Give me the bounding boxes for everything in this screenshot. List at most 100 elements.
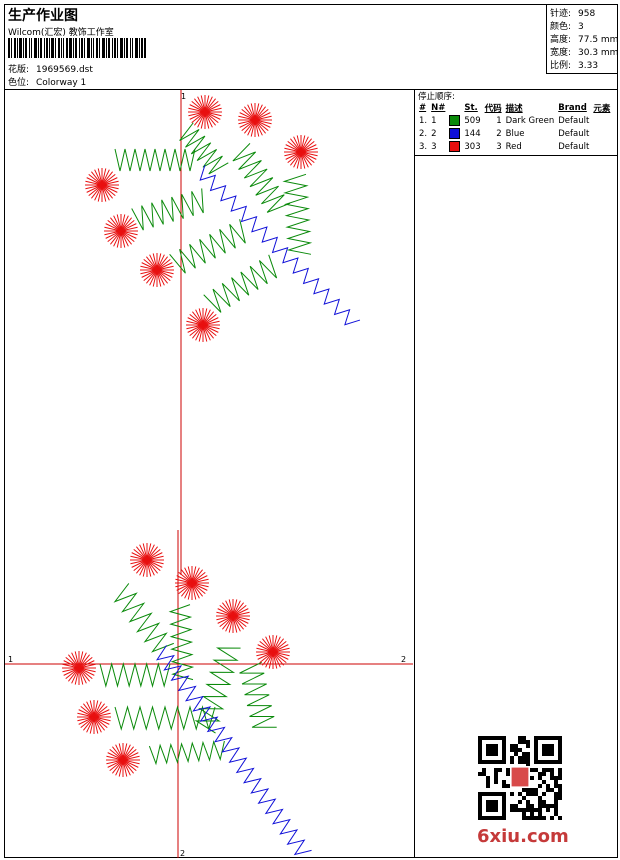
color-swatch: [449, 141, 461, 152]
flower-star: [106, 743, 140, 777]
qr-module: [530, 808, 534, 812]
qr-module: [538, 776, 542, 780]
qr-module: [526, 788, 530, 792]
axis-label-top: 1: [181, 92, 186, 101]
flower-star: [175, 566, 209, 600]
row-desc: Red: [505, 141, 522, 152]
qr-module: [538, 772, 542, 776]
flower-star: [216, 599, 250, 633]
flower-star: [104, 214, 138, 248]
col-header: N#: [431, 102, 446, 113]
qr-module: [502, 784, 506, 788]
qr-module: [554, 804, 558, 808]
qr-module: [510, 744, 514, 748]
qr-module: [542, 768, 546, 772]
flower-star: [256, 635, 290, 669]
qr-module: [526, 792, 530, 796]
qr-module: [482, 772, 486, 776]
qr-module: [538, 812, 542, 816]
leaf-stitch: [168, 604, 195, 681]
col-header: Brand: [558, 102, 587, 113]
stem-stitch: [155, 645, 312, 856]
row-brand: Default: [558, 128, 590, 139]
qr-module: [506, 772, 510, 776]
stat-value: 958: [578, 9, 596, 19]
design-file: 花版: 1969569.dst: [8, 62, 93, 75]
row-num: 2.: [419, 128, 428, 139]
qr-module: [510, 760, 514, 764]
qr-module: [518, 792, 522, 796]
qr-module: [510, 808, 514, 812]
qr-module: [514, 744, 518, 748]
qr-module: [558, 796, 562, 800]
qr-module: [530, 816, 534, 820]
stat-stitches: 针迹: 958: [550, 6, 595, 19]
qr-module: [554, 776, 558, 780]
qr-module: [538, 816, 542, 820]
table-row: 2. 2 144 2 Blue Default: [417, 127, 612, 140]
leaf-stitch: [239, 661, 277, 728]
qr-module: [542, 804, 546, 808]
stats-box: 针迹: 958 颜色: 3 高度: 77.5 mm 宽度: 30.3 mm 比例: 3.3…: [546, 5, 618, 74]
qr-module: [526, 816, 530, 820]
barcode: [8, 38, 146, 58]
qr-module: [538, 800, 542, 804]
row-desc: Blue: [505, 128, 525, 139]
qr-module: [542, 772, 546, 776]
qr-code: [478, 736, 562, 820]
row-stitches: 144: [464, 128, 481, 139]
qr-module: [518, 748, 522, 752]
qr-module: [542, 792, 546, 796]
qr-module: [514, 748, 518, 752]
embroidery-preview: 1 1 2 2: [5, 90, 413, 858]
color-table: # N# St. 代码 描述 Brand 元素 1. 1 509 1 Dark …: [417, 101, 612, 153]
qr-module: [518, 800, 522, 804]
qr-module: [526, 752, 530, 756]
qr-module: [494, 768, 498, 772]
design-file-value: 1969569.dst: [36, 65, 93, 75]
swatch-cell: [447, 114, 462, 127]
design-file-label: 花版:: [8, 65, 30, 75]
row-code: 3: [496, 141, 502, 152]
stat-label: 宽度:: [550, 48, 572, 58]
qr-module: [558, 792, 562, 796]
stat-value: 3.33: [578, 61, 599, 71]
qr-module: [482, 768, 486, 772]
row-element: [591, 114, 612, 127]
qr-module: [554, 796, 558, 800]
qr-module: [530, 792, 534, 796]
qr-module: [510, 792, 514, 796]
colorway-label: 色位:: [8, 78, 30, 88]
qr-module: [522, 796, 526, 800]
row-n: 1: [431, 115, 437, 126]
qr-module: [478, 772, 482, 776]
qr-module: [522, 788, 526, 792]
swatch-cell: [447, 127, 462, 140]
flower-star: [85, 168, 119, 202]
qr-module: [530, 776, 534, 780]
color-sequence: 停止顺序: # N# St. 代码 描述 Brand 元素 1. 1 509: [415, 89, 618, 156]
qr-module: [510, 804, 514, 808]
qr-module: [530, 768, 534, 772]
qr-finder: [486, 744, 498, 756]
row-element: [591, 127, 612, 140]
qr-module: [550, 804, 554, 808]
qr-module: [522, 816, 526, 820]
qr-module: [502, 780, 506, 784]
axis-label-bottom: 2: [180, 849, 185, 858]
qr-module: [526, 756, 530, 760]
color-table-header: # N# St. 代码 描述 Brand 元素: [417, 101, 612, 114]
qr-finder: [542, 744, 554, 756]
colorway-value: Colorway 1: [36, 78, 87, 88]
header-info: 生产作业图 Wilcom(汇宏) 教饰工作室: [5, 5, 545, 89]
qr-seal: [511, 767, 529, 787]
qr-module: [534, 788, 538, 792]
qr-module: [518, 756, 522, 760]
qr-module: [518, 740, 522, 744]
qr-module: [546, 804, 550, 808]
qr-module: [546, 808, 550, 812]
leaf-stitch: [282, 173, 313, 255]
flower-star: [62, 651, 96, 685]
table-row: 3. 3 303 3 Red Default: [417, 140, 612, 153]
axis-label-right: 2: [401, 655, 406, 664]
